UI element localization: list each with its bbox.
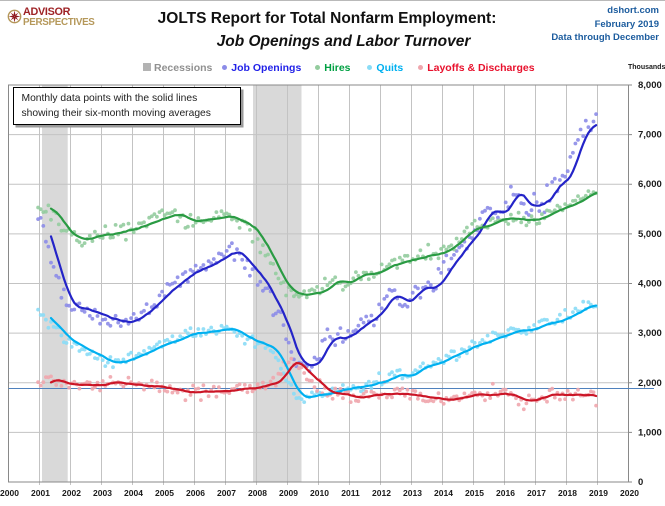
svg-text:2020: 2020 xyxy=(620,488,639,498)
svg-text:2003: 2003 xyxy=(93,488,112,498)
svg-text:2010: 2010 xyxy=(310,488,329,498)
svg-text:4,000: 4,000 xyxy=(638,279,662,290)
svg-text:6,000: 6,000 xyxy=(638,179,662,190)
svg-text:2009: 2009 xyxy=(279,488,298,498)
svg-text:2014: 2014 xyxy=(434,488,453,498)
svg-text:2017: 2017 xyxy=(527,488,546,498)
svg-text:8,000: 8,000 xyxy=(638,80,662,91)
svg-text:2006: 2006 xyxy=(186,488,205,498)
svg-text:3,000: 3,000 xyxy=(638,328,662,339)
svg-text:2002: 2002 xyxy=(62,488,81,498)
svg-text:2004: 2004 xyxy=(124,488,143,498)
svg-text:7,000: 7,000 xyxy=(638,130,662,141)
svg-text:2013: 2013 xyxy=(403,488,422,498)
svg-text:5,000: 5,000 xyxy=(638,229,662,240)
svg-text:2007: 2007 xyxy=(217,488,236,498)
svg-text:0: 0 xyxy=(638,477,643,488)
svg-text:2005: 2005 xyxy=(155,488,174,498)
svg-text:2008: 2008 xyxy=(248,488,267,498)
svg-text:2001: 2001 xyxy=(31,488,50,498)
svg-text:2018: 2018 xyxy=(558,488,577,498)
svg-text:2019: 2019 xyxy=(589,488,608,498)
svg-text:2012: 2012 xyxy=(372,488,391,498)
svg-text:2015: 2015 xyxy=(465,488,484,498)
svg-text:1,000: 1,000 xyxy=(638,427,662,438)
svg-text:2016: 2016 xyxy=(496,488,515,498)
svg-text:2011: 2011 xyxy=(341,488,360,498)
svg-text:2000: 2000 xyxy=(0,488,19,498)
svg-text:2,000: 2,000 xyxy=(638,378,662,389)
